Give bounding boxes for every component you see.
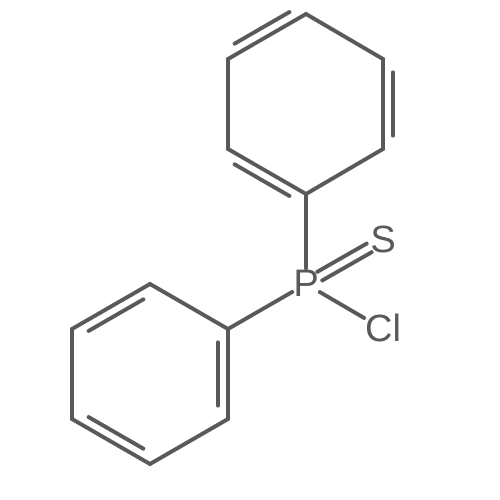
bond: [306, 14, 383, 59]
atom-label-s: S: [370, 219, 395, 261]
bond: [150, 419, 228, 464]
bond: [320, 292, 364, 318]
atom-label-cl: Cl: [365, 308, 401, 350]
bond: [228, 149, 306, 194]
bond: [228, 292, 292, 329]
atom-label-p: P: [293, 263, 318, 305]
molecule-diagram: P S Cl: [0, 0, 500, 500]
bond: [150, 284, 228, 329]
bond: [306, 149, 383, 194]
bond: [72, 284, 150, 329]
bond: [72, 419, 150, 464]
bond: [228, 14, 306, 59]
